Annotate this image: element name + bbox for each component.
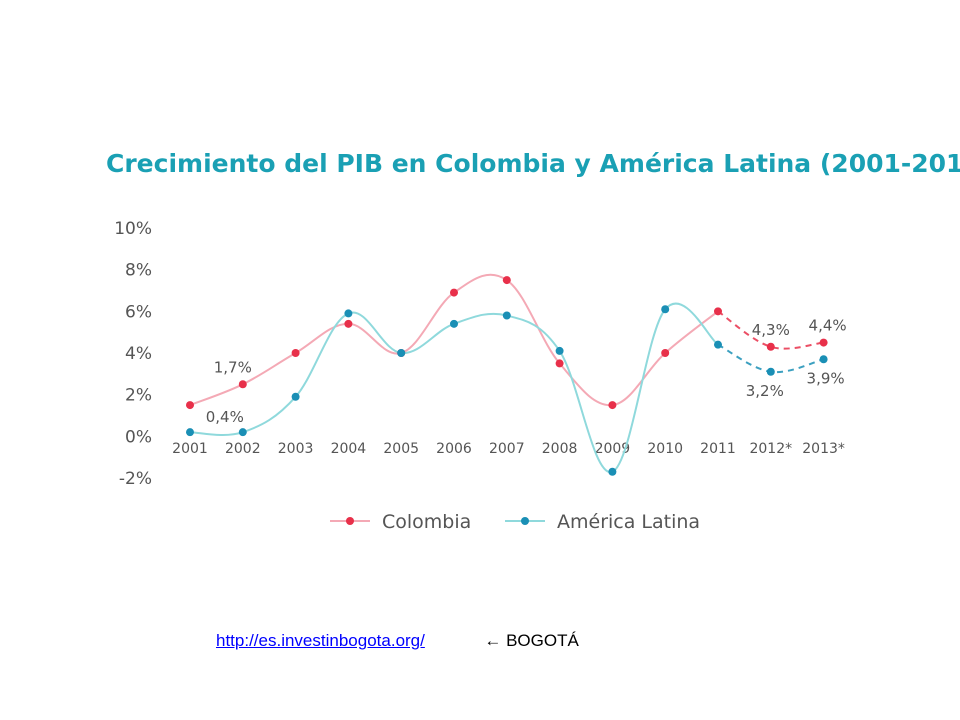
data-label: 3,2% xyxy=(746,382,784,400)
x-tick-label: 2013* xyxy=(802,441,845,457)
x-tick-label: 2012* xyxy=(749,441,792,457)
data-point xyxy=(450,319,458,328)
y-tick-label: 8% xyxy=(125,261,152,281)
data-label: 0,4% xyxy=(206,408,244,426)
x-tick-label: 2007 xyxy=(489,441,525,457)
data-point xyxy=(397,349,406,357)
data-point xyxy=(291,392,300,401)
data-point xyxy=(502,311,511,320)
data-point xyxy=(661,305,670,314)
legend: Colombia América Latina xyxy=(330,511,700,533)
source-link[interactable]: http://es.investinbogota.org/ xyxy=(216,631,425,650)
legend-label: Colombia xyxy=(382,511,471,533)
x-tick-label: 2002 xyxy=(225,441,261,457)
series-points xyxy=(186,276,828,476)
data-point xyxy=(819,355,828,364)
series-projection-colombia xyxy=(717,310,824,350)
data-point xyxy=(344,309,353,318)
data-point xyxy=(555,346,564,355)
data-point xyxy=(186,428,194,437)
data-point xyxy=(608,401,617,410)
x-tick-label: 2005 xyxy=(383,441,419,457)
legend-marker xyxy=(521,517,529,525)
data-label: 4,3% xyxy=(752,321,790,339)
data-point xyxy=(819,338,828,347)
data-point xyxy=(238,428,247,437)
data-point xyxy=(555,359,564,368)
x-tick-label: 2008 xyxy=(542,441,578,457)
y-tick-label: 6% xyxy=(125,302,152,322)
y-tick-label: -2% xyxy=(119,469,152,489)
data-label: 1,7% xyxy=(214,358,252,376)
footer: http://es.investinbogota.org/ ← BOGOTÁ xyxy=(216,631,579,651)
data-point xyxy=(661,349,670,357)
data-labels: 1,7% 4,3% 4,4% 0,4% 3,2% 3,9% xyxy=(206,317,847,427)
data-point xyxy=(714,307,722,316)
data-point xyxy=(344,319,353,328)
data-point xyxy=(608,467,617,476)
x-tick-label: 2011 xyxy=(700,441,736,457)
y-tick-label: 4% xyxy=(125,344,152,364)
data-point xyxy=(450,288,458,297)
data-point xyxy=(186,401,194,410)
chart-title: Crecimiento del PIB en Colombia y Améric… xyxy=(106,149,960,178)
x-axis: 2001 2002 2003 2004 2005 2006 2007 2008 2009 2010… xyxy=(172,441,845,457)
data-point xyxy=(714,340,722,349)
y-tick-label: 0% xyxy=(125,427,152,447)
footer-label: BOGOTÁ xyxy=(506,631,579,650)
data-point xyxy=(238,380,247,389)
legend-label: América Latina xyxy=(557,511,700,533)
data-point xyxy=(502,276,511,285)
x-tick-label: 2003 xyxy=(278,441,314,457)
x-tick-label: 2001 xyxy=(172,441,208,457)
data-label: 4,4% xyxy=(809,317,847,335)
data-point xyxy=(291,349,300,357)
data-label: 3,9% xyxy=(807,369,845,387)
y-axis: 10% 8% 6% 4% 2% 0% -2% xyxy=(114,219,152,489)
y-tick-label: 2% xyxy=(125,386,152,406)
data-point xyxy=(766,367,775,376)
x-tick-label: 2009 xyxy=(595,441,631,457)
arrow-left-icon: ← xyxy=(484,631,502,650)
x-tick-label: 2010 xyxy=(647,441,683,457)
legend-marker xyxy=(346,517,354,525)
x-tick-label: 2004 xyxy=(331,441,367,457)
x-tick-label: 2006 xyxy=(436,441,472,457)
y-tick-label: 10% xyxy=(114,219,152,239)
data-point xyxy=(766,342,775,351)
